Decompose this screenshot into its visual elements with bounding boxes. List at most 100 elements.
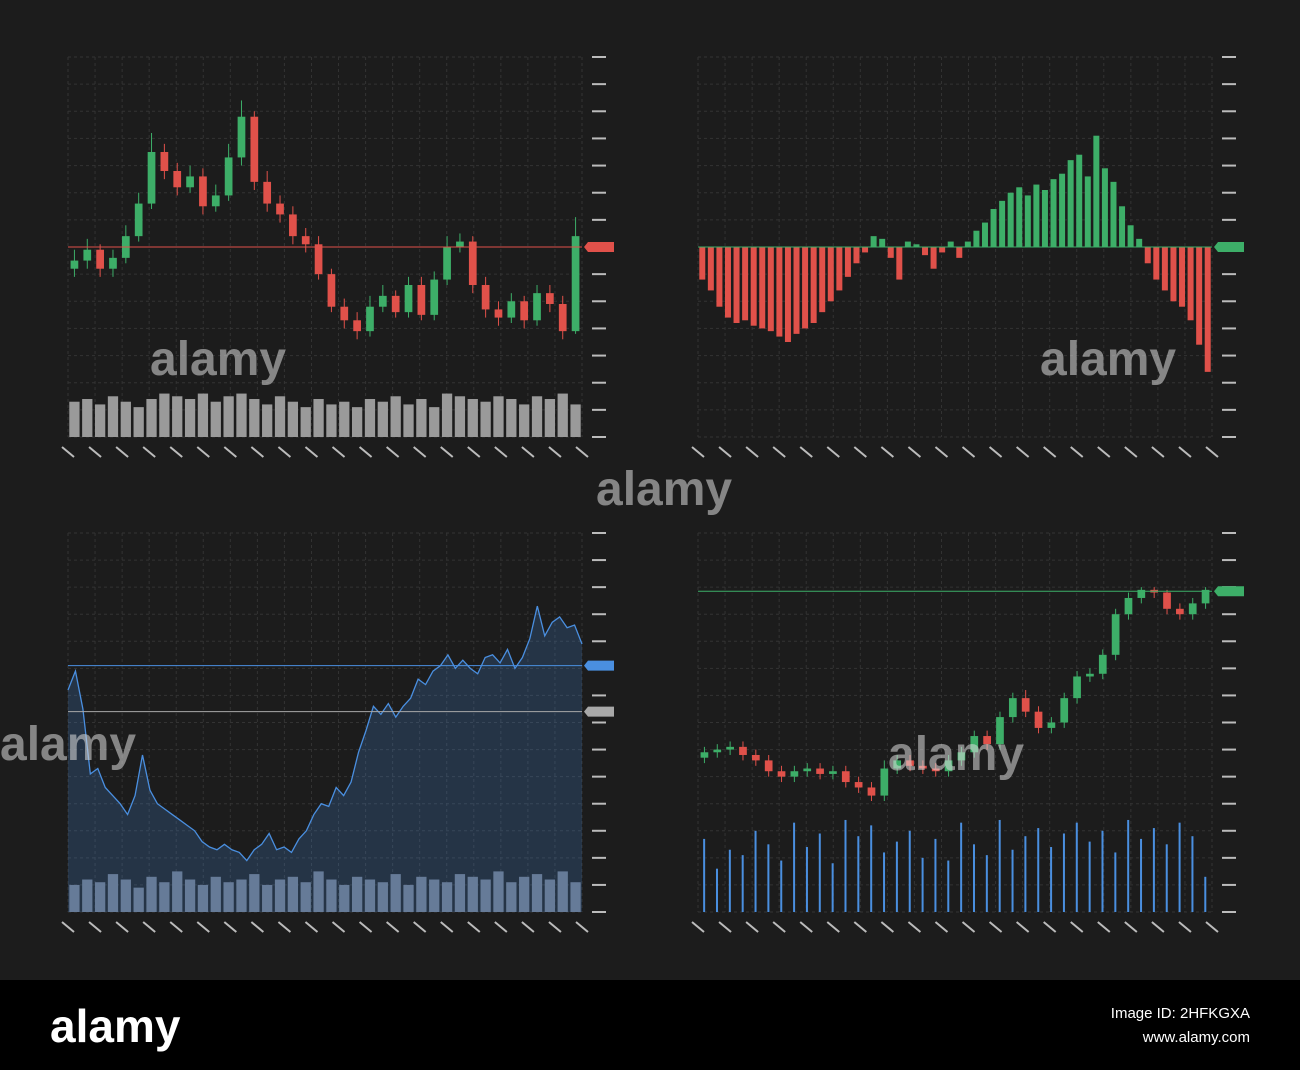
bar (1033, 184, 1040, 247)
bar (947, 241, 954, 247)
volume-bar (985, 855, 988, 912)
area-fill (68, 606, 582, 912)
x-tick (934, 921, 949, 933)
bar (887, 247, 894, 258)
background (0, 0, 1300, 980)
volume-bar (287, 876, 299, 912)
bar (1041, 190, 1048, 247)
x-tick (853, 446, 867, 458)
bar (964, 241, 971, 247)
bar (1093, 135, 1100, 247)
bar (707, 247, 714, 291)
candle-body (211, 195, 220, 207)
candle-body (546, 293, 554, 304)
price-tag (1214, 242, 1244, 252)
volume-bar (480, 879, 491, 912)
volume-bar (300, 882, 311, 912)
volume-bar (844, 819, 847, 912)
candle-body (854, 782, 863, 788)
bar (1076, 154, 1083, 247)
bar (930, 247, 937, 269)
volume-bar (531, 396, 543, 437)
volume-bar (274, 396, 286, 437)
bar (1110, 181, 1117, 247)
x-tick (250, 921, 265, 933)
volume-bar (364, 399, 376, 437)
candle-body (867, 787, 876, 796)
candle-body (109, 257, 117, 269)
candle-body (739, 746, 747, 755)
volume-bar (793, 822, 796, 912)
watermark: alamy (888, 728, 1024, 781)
bar (733, 247, 740, 323)
x-tick (745, 921, 759, 933)
x-tick (277, 446, 292, 458)
x-tick (1124, 446, 1138, 458)
bar (1196, 247, 1203, 345)
candle-body (713, 749, 722, 753)
x-tick (88, 921, 102, 933)
x-tick (385, 446, 400, 458)
volume-bar (339, 401, 350, 437)
bar (1050, 179, 1057, 247)
bar (990, 209, 997, 247)
candle-body (1176, 608, 1184, 615)
volume-bar (506, 399, 517, 437)
candle-body (1008, 698, 1017, 718)
bar (870, 236, 877, 247)
bar (750, 247, 757, 326)
candle-body (726, 746, 734, 750)
x-tick (1070, 446, 1084, 458)
x-tick (413, 446, 427, 458)
footer-id: Image ID: 2HFKGXA (1111, 1005, 1250, 1022)
candle-body (250, 116, 259, 182)
bar (1144, 247, 1151, 264)
volume-bar (998, 819, 1001, 912)
volume-bar (184, 399, 196, 437)
x-tick (304, 446, 319, 458)
candle-body (276, 203, 284, 215)
volume-bar (870, 825, 873, 912)
volume-bar (416, 399, 427, 437)
candle-body (134, 203, 143, 237)
volume-bar (120, 401, 131, 437)
candle-body (957, 752, 966, 761)
candle-body (186, 176, 194, 188)
x-tick (548, 921, 562, 933)
x-tick (1097, 921, 1111, 933)
x-tick (196, 446, 210, 458)
volume-bar (403, 404, 414, 437)
volume-bar (390, 874, 401, 912)
x-tick (440, 446, 454, 458)
bar (1170, 247, 1177, 302)
volume-bar (107, 396, 119, 437)
volume-bar (519, 876, 530, 912)
bar (776, 247, 783, 337)
volume-bar (120, 879, 131, 912)
chart-panel (691, 532, 1244, 933)
candle-body (1060, 698, 1069, 723)
volume-bar (210, 876, 221, 912)
x-tick (440, 921, 454, 933)
bar (1136, 238, 1143, 247)
bar (1101, 168, 1108, 247)
volume-bar (69, 884, 80, 912)
volume-bar (377, 882, 388, 912)
volume-bar (300, 407, 311, 437)
candle-body (443, 247, 451, 280)
candle-body (1188, 603, 1197, 615)
bar (810, 247, 817, 323)
x-tick (1205, 921, 1219, 933)
volume-bar (805, 847, 808, 912)
candle-body (494, 309, 503, 318)
volume-bar (82, 399, 93, 437)
volume-bar (159, 882, 170, 912)
bar (1187, 247, 1194, 321)
x-tick (1070, 921, 1084, 933)
candle-body (751, 754, 760, 761)
candle-body (919, 765, 927, 769)
bar (742, 247, 749, 321)
volume-bar (274, 879, 286, 912)
footer-bar (0, 980, 1300, 1070)
x-tick (1151, 446, 1165, 458)
